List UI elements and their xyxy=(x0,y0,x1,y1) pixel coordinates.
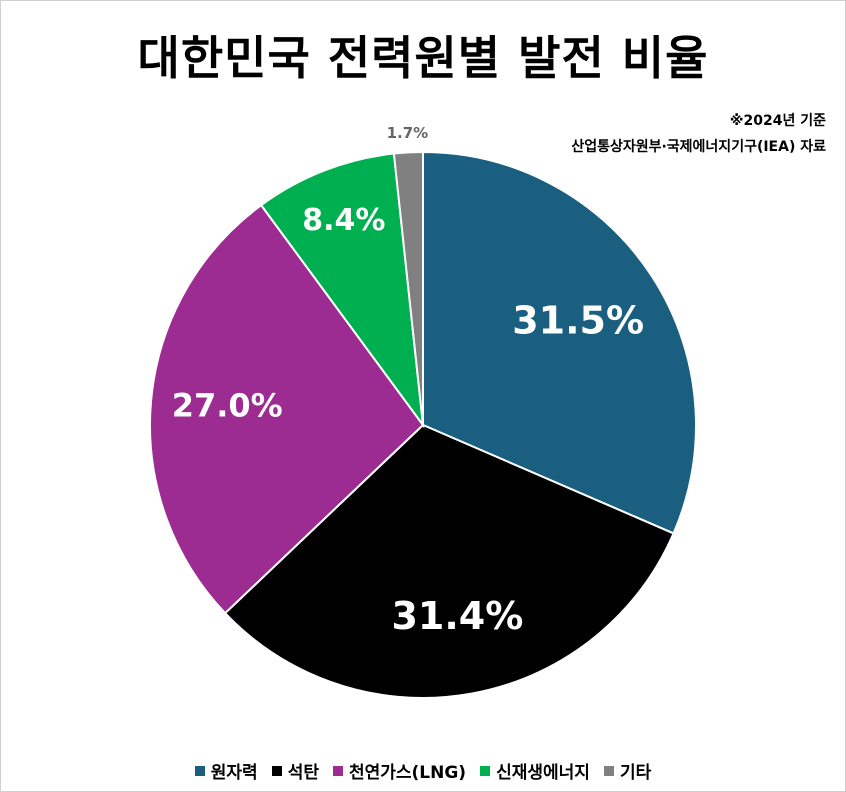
pie-slice-coal xyxy=(223,423,675,699)
data-label-nuclear: 31.5% xyxy=(512,299,644,343)
chart-title: 대한민국 전력원별 발전 비율 xyxy=(137,31,709,85)
legend-item-other: 기타 xyxy=(603,758,652,783)
legend-swatch xyxy=(603,765,614,776)
chart-note-source: 산업통상자원부·국제에너지기구(IEA) 자료 xyxy=(571,139,826,155)
pie-slice-other xyxy=(392,150,424,426)
legend-item-coal: 석탄 xyxy=(271,758,319,783)
pie-slice-nuclear xyxy=(422,150,697,535)
chart-note-date: ※2024년 기준 xyxy=(729,113,826,129)
legend: 원자력 석탄 천연가스(LNG) 신재생에너지 기타 xyxy=(0,758,846,783)
legend-item-lng: 천연가스(LNG) xyxy=(332,758,467,783)
legend-label: 천연가스(LNG) xyxy=(348,763,467,783)
legend-label: 원자력 xyxy=(210,763,258,783)
legend-swatch xyxy=(194,765,205,776)
legend-label: 석탄 xyxy=(287,763,319,783)
legend-swatch xyxy=(271,765,282,776)
data-label-other: 1.7% xyxy=(387,124,429,142)
data-label-renewable: 8.4% xyxy=(302,203,385,238)
legend-swatch xyxy=(332,765,343,776)
legend-label: 신재생에너지 xyxy=(496,763,590,783)
legend-item-renewable: 신재생에너지 xyxy=(480,758,590,783)
pie-slice-renewable xyxy=(259,152,425,429)
legend-label: 기타 xyxy=(619,763,652,783)
data-label-coal: 31.4% xyxy=(391,594,523,638)
legend-item-nuclear: 원자력 xyxy=(194,758,258,783)
data-label-lng: 27.0% xyxy=(172,387,283,425)
pie-slice-lng xyxy=(149,203,425,615)
legend-swatch xyxy=(480,765,491,776)
